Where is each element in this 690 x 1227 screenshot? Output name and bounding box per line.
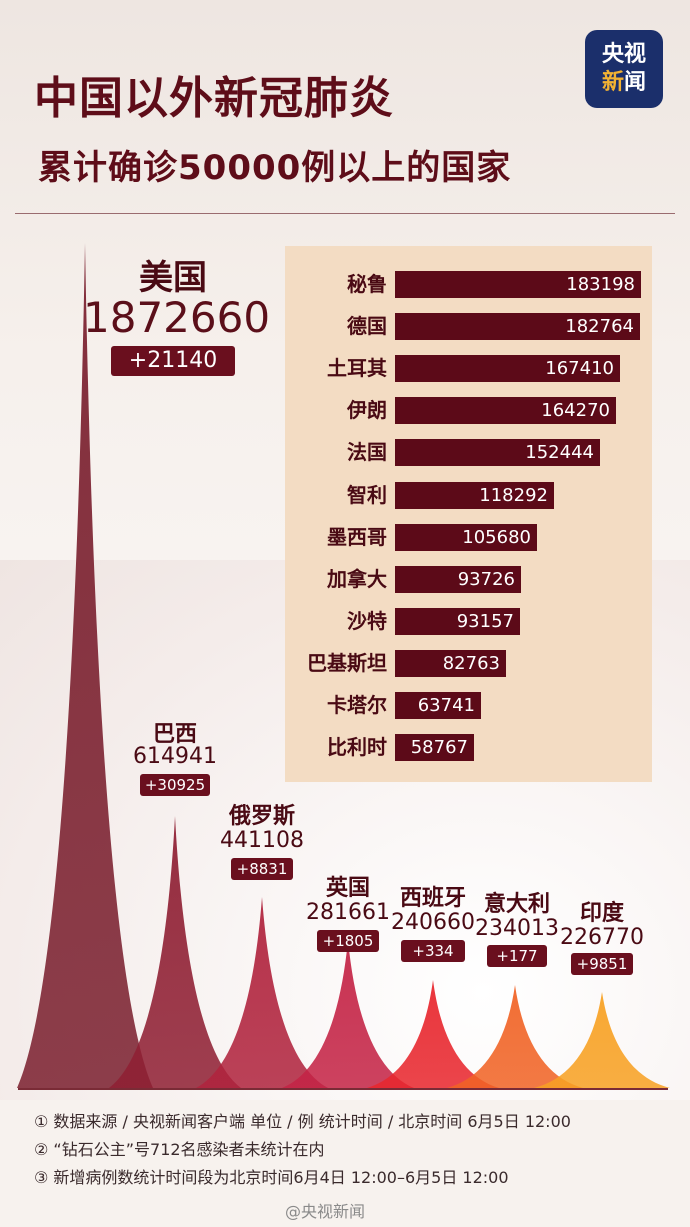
footnote-3: ③ 新增病例数统计时间段为北京时间6月4日 12:00–6月5日 12:00 bbox=[34, 1168, 509, 1187]
bar: 58767 bbox=[395, 734, 474, 762]
peak-value-label: 614941 bbox=[133, 744, 217, 769]
bar-label: 德国 bbox=[347, 314, 387, 339]
peak-country-label: 意大利 bbox=[483, 892, 550, 917]
bar-label: 沙特 bbox=[347, 608, 387, 633]
bar-value-label: 82763 bbox=[442, 652, 500, 674]
peak-increment-badge: +1805 bbox=[317, 930, 379, 952]
footnotes: ① 数据来源 / 央视新闻客户端 单位 / 例 统计时间 / 北京时间 6月5日… bbox=[34, 1108, 571, 1192]
peak-shape bbox=[534, 992, 670, 1088]
peak-shape bbox=[109, 816, 241, 1088]
logo-line2b: 闻 bbox=[624, 70, 647, 95]
peak-value-label: 226770 bbox=[560, 925, 644, 950]
bar-value-label: 182764 bbox=[565, 316, 634, 338]
bar-label: 墨西哥 bbox=[327, 524, 387, 549]
logo-line2: 新闻 bbox=[602, 69, 646, 97]
peak-shape bbox=[17, 243, 153, 1088]
bar: 63741 bbox=[395, 692, 481, 719]
bar-label: 智利 bbox=[347, 482, 387, 507]
peak-increment-badge: +334 bbox=[401, 940, 465, 962]
bar-value-label: 58767 bbox=[410, 737, 468, 759]
bar-label: 土耳其 bbox=[327, 356, 387, 381]
page-subtitle: 累计确诊50000例以上的国家 bbox=[38, 148, 512, 188]
page-title: 中国以外新冠肺炎 bbox=[34, 73, 394, 124]
bar-label: 巴基斯坦 bbox=[307, 650, 387, 675]
peak-chart bbox=[17, 243, 670, 1088]
peak-country-label: 西班牙 bbox=[399, 886, 466, 911]
bar-value-label: 118292 bbox=[479, 484, 548, 506]
bar-label: 比利时 bbox=[327, 735, 387, 760]
peak-value-label: 441108 bbox=[220, 828, 304, 853]
peak-increment-badge: +30925 bbox=[140, 774, 210, 796]
bar-value-label: 164270 bbox=[541, 400, 610, 422]
weibo-watermark: @央视新闻 bbox=[285, 1202, 366, 1221]
bar-row: 加拿大 93726 bbox=[285, 564, 652, 594]
bar-row: 比利时 58767 bbox=[285, 732, 652, 762]
bar-row: 墨西哥 105680 bbox=[285, 522, 652, 552]
peak-increment-badge: +8831 bbox=[231, 858, 293, 880]
bar-value-label: 63741 bbox=[417, 695, 475, 716]
bar: 183198 bbox=[395, 271, 641, 298]
bar-label: 秘鲁 bbox=[347, 272, 387, 296]
bar: 82763 bbox=[395, 649, 506, 677]
bar-value-label: 105680 bbox=[462, 526, 531, 548]
bar-row: 伊朗 164270 bbox=[285, 395, 652, 425]
peak-shape bbox=[282, 940, 414, 1088]
bar: 167410 bbox=[395, 355, 620, 383]
bar-value-label: 93157 bbox=[456, 610, 514, 632]
chart-baseline bbox=[18, 1088, 668, 1090]
title-divider bbox=[15, 213, 675, 214]
bar-row: 土耳其 167410 bbox=[285, 353, 652, 383]
bar: 105680 bbox=[395, 523, 537, 551]
peak-value-label: 281661 bbox=[306, 900, 390, 925]
peak-increment-badge: +21140 bbox=[111, 346, 235, 376]
cctv-news-logo: 央视 新闻 bbox=[585, 30, 663, 108]
bar-value-label: 93726 bbox=[457, 568, 515, 590]
bar-label: 法国 bbox=[347, 440, 387, 465]
peak-value-label: 240660 bbox=[391, 910, 475, 935]
bar-label: 伊朗 bbox=[347, 398, 387, 423]
peak-value-label: 1872660 bbox=[83, 293, 271, 342]
peak-shape bbox=[447, 985, 583, 1088]
logo-line1: 央视 bbox=[601, 42, 646, 67]
bar-row: 智利 118292 bbox=[285, 480, 652, 510]
peak-country-label: 美国 bbox=[139, 258, 207, 298]
bar-value-label: 183198 bbox=[566, 274, 635, 295]
bar-label: 加拿大 bbox=[327, 566, 387, 591]
peak-value-label: 234013 bbox=[475, 916, 559, 941]
peak-shape bbox=[196, 897, 328, 1088]
peak-country-label: 印度 bbox=[579, 901, 624, 926]
bar: 182764 bbox=[395, 313, 640, 341]
bar: 164270 bbox=[395, 397, 616, 425]
bar-value-label: 167410 bbox=[545, 358, 614, 380]
bar-row: 德国 182764 bbox=[285, 311, 652, 341]
bar-row: 沙特 93157 bbox=[285, 606, 652, 636]
peak-increment-badge: +9851 bbox=[571, 953, 633, 975]
footnote-1: ① 数据来源 / 央视新闻客户端 单位 / 例 统计时间 / 北京时间 6月5日… bbox=[34, 1112, 571, 1131]
bar-label: 卡塔尔 bbox=[327, 693, 387, 717]
bar-row: 卡塔尔 63741 bbox=[285, 690, 652, 720]
bar-value-label: 152444 bbox=[525, 442, 594, 464]
footnote-2: ② “钻石公主”号712名感染者未统计在内 bbox=[34, 1140, 325, 1159]
bar-row: 法国 152444 bbox=[285, 437, 652, 467]
peak-country-label: 俄罗斯 bbox=[228, 804, 295, 829]
peak-increment-badge: +177 bbox=[487, 945, 547, 967]
bar-row: 巴基斯坦 82763 bbox=[285, 648, 652, 678]
bar: 152444 bbox=[395, 439, 600, 467]
bar: 93157 bbox=[395, 607, 520, 635]
logo-line2a: 新 bbox=[601, 70, 624, 95]
peak-shape bbox=[367, 980, 499, 1088]
peak-country-label: 英国 bbox=[325, 876, 370, 901]
peak-country-label: 巴西 bbox=[152, 722, 197, 747]
bar-row: 秘鲁 183198 bbox=[285, 269, 652, 299]
bar: 93726 bbox=[395, 565, 521, 593]
bar: 118292 bbox=[395, 481, 554, 509]
